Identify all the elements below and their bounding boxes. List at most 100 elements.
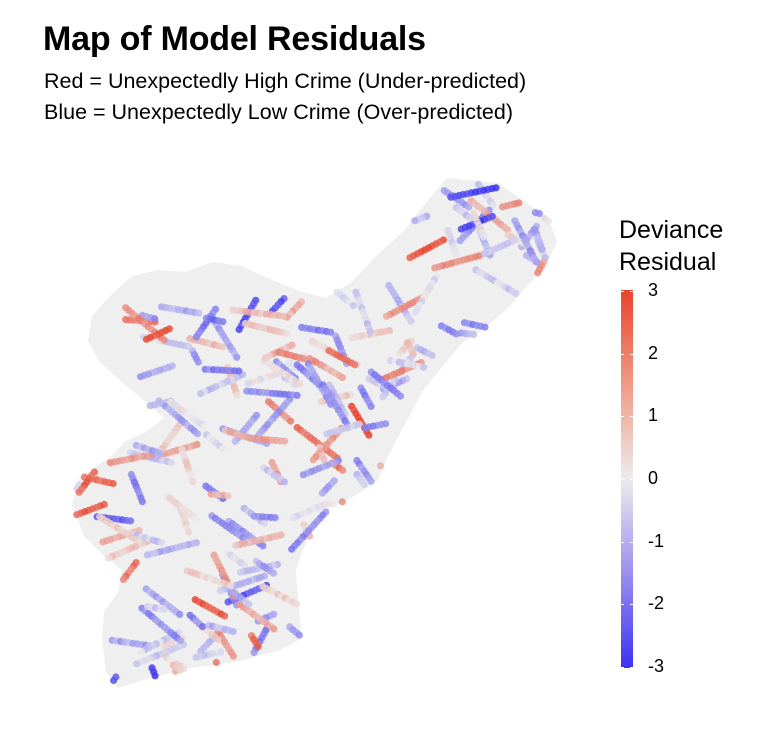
residual-point (235, 325, 243, 334)
residual-point (323, 430, 331, 438)
residual-point (167, 458, 175, 466)
residual-point (428, 351, 436, 359)
legend-tick-mark (621, 479, 624, 480)
residual-point (538, 245, 546, 253)
residual-point (235, 367, 243, 375)
residual-point (512, 289, 520, 297)
legend-tick-label: 3 (648, 280, 659, 300)
residual-point (420, 363, 428, 371)
residual-point (377, 462, 385, 470)
legend-tick-mark (621, 416, 624, 418)
legend-title-line-1: Deviance (619, 216, 724, 244)
residual-point (176, 666, 184, 674)
legend-color-bar (621, 290, 633, 668)
residual-point (289, 514, 297, 522)
residual-point (287, 417, 295, 425)
residual-point (192, 653, 200, 661)
residual-point (299, 471, 307, 479)
residual-points (73, 180, 552, 685)
residual-point (480, 233, 488, 241)
residual-point (260, 519, 268, 528)
legend-tick-mark (630, 604, 633, 606)
residual-point (481, 250, 489, 258)
residual-point (157, 539, 165, 547)
residual-point (176, 637, 185, 645)
residual-point (470, 330, 478, 339)
legend-tick-label: 0 (648, 468, 659, 488)
residual-point (318, 398, 326, 406)
residual-point (142, 335, 151, 343)
residual-point (106, 459, 114, 467)
residual-point (367, 402, 375, 411)
residual-point (452, 250, 460, 258)
legend-tick-mark (630, 353, 633, 355)
residual-point (224, 598, 232, 606)
residual-point (396, 392, 404, 400)
residual-point (259, 542, 267, 550)
residual-point (119, 575, 128, 584)
residual-point (411, 217, 419, 225)
residual-point (288, 545, 296, 553)
legend-title: Deviance Residual (619, 214, 723, 278)
residual-point (285, 359, 293, 367)
residual-point (465, 214, 474, 222)
residual-point (349, 302, 357, 310)
residual-point (240, 561, 248, 569)
residual-point (201, 423, 209, 431)
residual-point (365, 431, 373, 439)
residual-point (296, 380, 304, 388)
residual-point (320, 455, 328, 463)
residual-point (224, 492, 232, 500)
residual-point (221, 612, 229, 620)
residual-point (281, 478, 289, 486)
residual-point (329, 500, 337, 508)
residual-point (270, 625, 278, 633)
residual-point (75, 488, 83, 496)
legend-tick-mark (621, 291, 624, 292)
residual-point (383, 312, 391, 320)
residual-point (406, 254, 414, 262)
residual-point (338, 498, 346, 506)
residual-point (360, 481, 368, 489)
legend-tick-label: -2 (648, 593, 665, 614)
legend-tick-label: 2 (648, 342, 659, 363)
residual-point (245, 600, 253, 608)
residual-point (151, 315, 159, 323)
residual-point (339, 466, 347, 474)
residual-point (99, 538, 107, 546)
residual-point (195, 309, 203, 317)
residual-point (409, 350, 417, 358)
residual-point (351, 361, 359, 369)
residual-point (411, 308, 419, 316)
residual-point (176, 610, 184, 619)
residual-point (498, 203, 507, 211)
residual-point (261, 354, 270, 362)
legend-tick-mark (621, 667, 624, 668)
residual-point (185, 343, 193, 351)
residual-point (229, 628, 237, 636)
legend-tick-label: -3 (648, 656, 665, 676)
residual-point (396, 349, 404, 357)
legend-tick-label: 1 (648, 405, 659, 426)
residual-point (236, 568, 244, 576)
residual-point (367, 477, 375, 485)
residual-point (245, 434, 254, 442)
residual-point (489, 201, 497, 209)
residual-point (151, 672, 159, 680)
residual-point (481, 323, 489, 331)
residual-point (456, 237, 464, 245)
residual-point (431, 264, 439, 272)
legend-tick-mark (630, 541, 633, 543)
residual-point (532, 258, 540, 266)
residual-point (338, 373, 346, 382)
legend-tick-mark (621, 604, 624, 606)
subtitle-line-2: Blue = Unexpectedly Low Crime (Over-pred… (44, 100, 514, 124)
residual-point (233, 391, 241, 399)
residual-point (250, 648, 258, 657)
residual-point (269, 569, 278, 577)
residual-point (465, 203, 473, 211)
residual-point (218, 445, 227, 453)
legend-tick-mark (630, 479, 633, 480)
residual-point (293, 391, 301, 399)
